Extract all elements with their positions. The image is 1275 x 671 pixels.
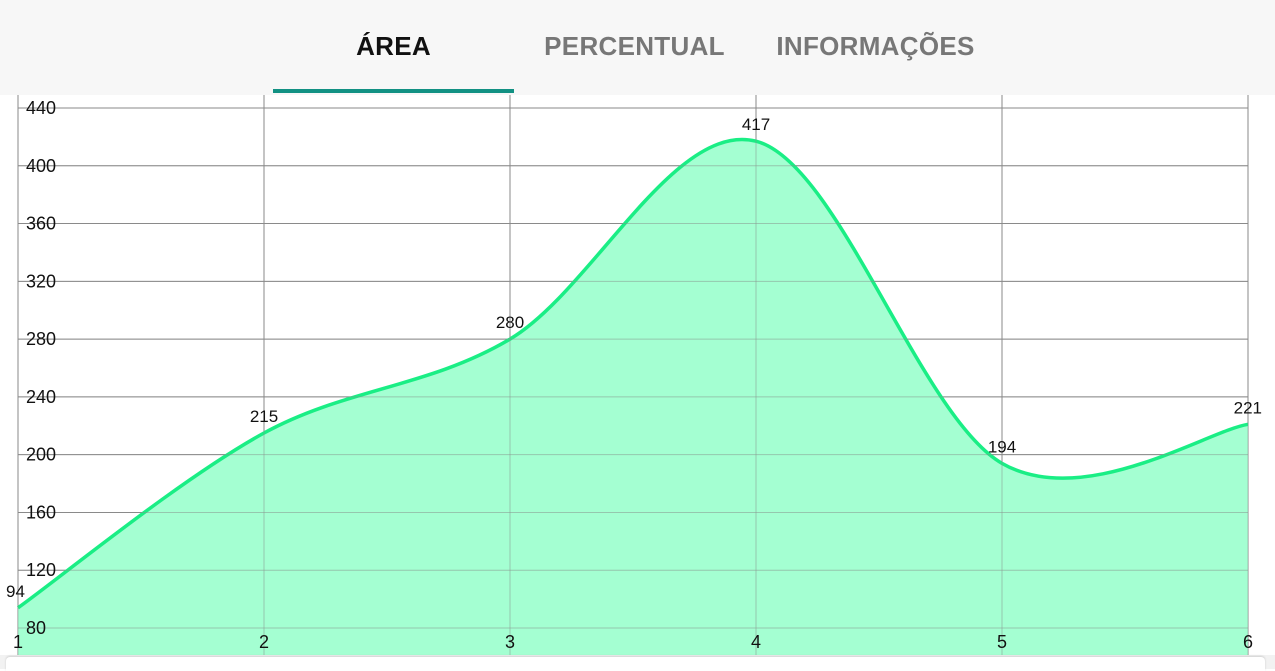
y-tick-label: 200 xyxy=(26,445,56,465)
data-label: 417 xyxy=(742,115,770,134)
y-tick-label: 440 xyxy=(26,98,56,118)
x-tick-label: 1 xyxy=(13,632,23,652)
active-tab-indicator xyxy=(273,89,514,93)
data-label: 221 xyxy=(1234,398,1262,417)
tab-percentual[interactable]: PERCENTUAL xyxy=(544,31,725,61)
data-label: 280 xyxy=(496,313,524,332)
area-chart: 80 120 160 200 240 280 320 360 400 440 1 2 3 4 5 6 94 215… xyxy=(6,95,1262,655)
x-tick-label: 6 xyxy=(1243,632,1253,652)
x-tick-label: 3 xyxy=(505,632,515,652)
y-tick-label: 320 xyxy=(26,271,56,291)
tab-informacoes[interactable]: INFORMAÇÕES xyxy=(776,31,975,61)
tab-area[interactable]: ÁREA xyxy=(356,31,431,61)
y-tick-label: 160 xyxy=(26,502,56,522)
x-tick-label: 5 xyxy=(997,632,1007,652)
x-tick-label: 2 xyxy=(259,632,269,652)
y-tick-label: 240 xyxy=(26,387,56,407)
label-layer: 80 120 160 200 240 280 320 360 400 440 1 2 3 4 5 6 94 215… xyxy=(6,95,1262,655)
area-fill xyxy=(18,139,1248,655)
data-label: 94 xyxy=(6,582,25,601)
y-tick-label: 400 xyxy=(26,156,56,176)
tab-bar: ÁREA PERCENTUAL INFORMAÇÕES xyxy=(0,0,1275,95)
bottom-card-edge xyxy=(6,657,1265,671)
y-tick-label: 80 xyxy=(26,618,46,638)
series-line xyxy=(16,137,1249,610)
y-tick-label: 120 xyxy=(26,560,56,580)
data-label: 194 xyxy=(988,437,1016,456)
y-tick-label: 280 xyxy=(26,329,56,349)
data-label: 215 xyxy=(250,407,278,426)
y-tick-label: 360 xyxy=(26,214,56,234)
x-tick-label: 4 xyxy=(751,632,761,652)
